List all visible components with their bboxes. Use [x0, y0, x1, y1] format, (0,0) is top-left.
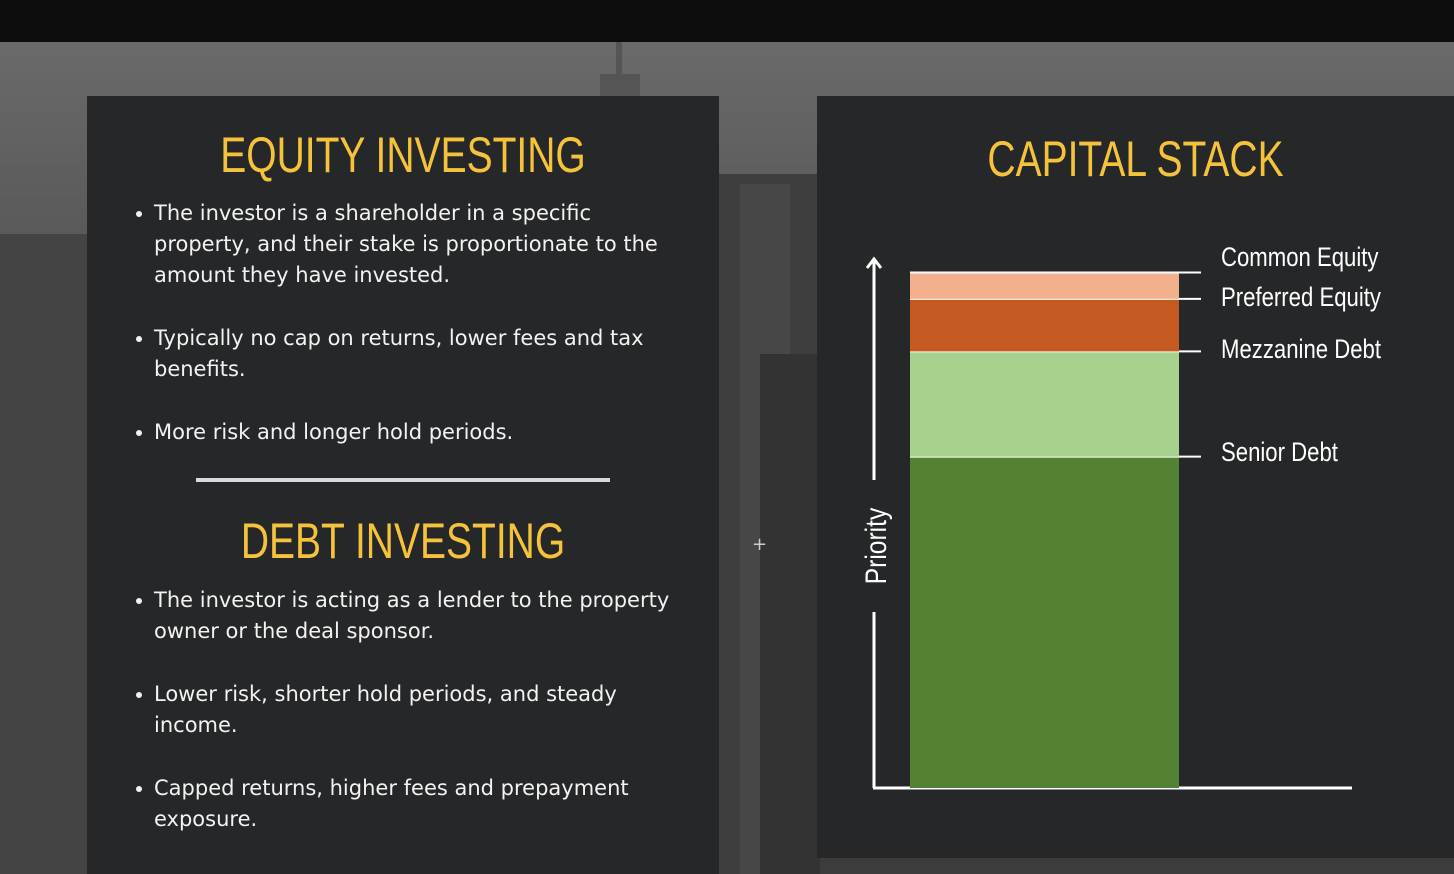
- equity-title: EQUITY INVESTING: [220, 127, 586, 183]
- stack-bar-common-equity: [910, 272, 1179, 299]
- investing-panel: EQUITY INVESTING The investor is a share…: [87, 96, 719, 874]
- capital-stack-panel: CAPITAL STACK Priority Common Equity Pre…: [817, 96, 1454, 858]
- stack-bar-preferred-equity: [910, 298, 1179, 352]
- debt-bullet: The investor is acting as a lender to th…: [134, 585, 694, 647]
- stack-label-mezzanine-debt: Mezzanine Debt: [1221, 334, 1381, 364]
- axis-arrow-icon: [865, 256, 883, 269]
- axis-label-gap: [857, 480, 891, 612]
- equity-bullet-list: The investor is a shareholder in a speci…: [134, 198, 694, 480]
- equity-bullet: More risk and longer hold periods.: [134, 417, 694, 448]
- equity-bullet: The investor is a shareholder in a speci…: [134, 198, 694, 291]
- capital-stack-chart: Priority: [857, 256, 1352, 790]
- debt-bullet: Lower risk, shorter hold periods, and st…: [134, 679, 694, 741]
- debt-bullet: Capped returns, higher fees and prepayme…: [134, 773, 694, 835]
- cursor-crosshair-icon: +: [752, 534, 768, 555]
- section-divider: [196, 478, 610, 482]
- stack-bar-senior-debt: [910, 456, 1179, 788]
- top-bar: [0, 0, 1454, 42]
- capital-stack-title: CAPITAL STACK: [987, 131, 1284, 187]
- debt-bullet-list: The investor is acting as a lender to th…: [134, 585, 694, 867]
- stack-bar-mezzanine-debt: [910, 351, 1179, 457]
- stack-label-senior-debt: Senior Debt: [1221, 437, 1338, 467]
- equity-bullet: Typically no cap on returns, lower fees …: [134, 323, 694, 385]
- axis-label: Priority: [859, 507, 893, 584]
- stack-label-common-equity: Common Equity: [1221, 242, 1379, 272]
- stack-label-preferred-equity: Preferred Equity: [1221, 282, 1381, 312]
- debt-title: DEBT INVESTING: [240, 513, 566, 569]
